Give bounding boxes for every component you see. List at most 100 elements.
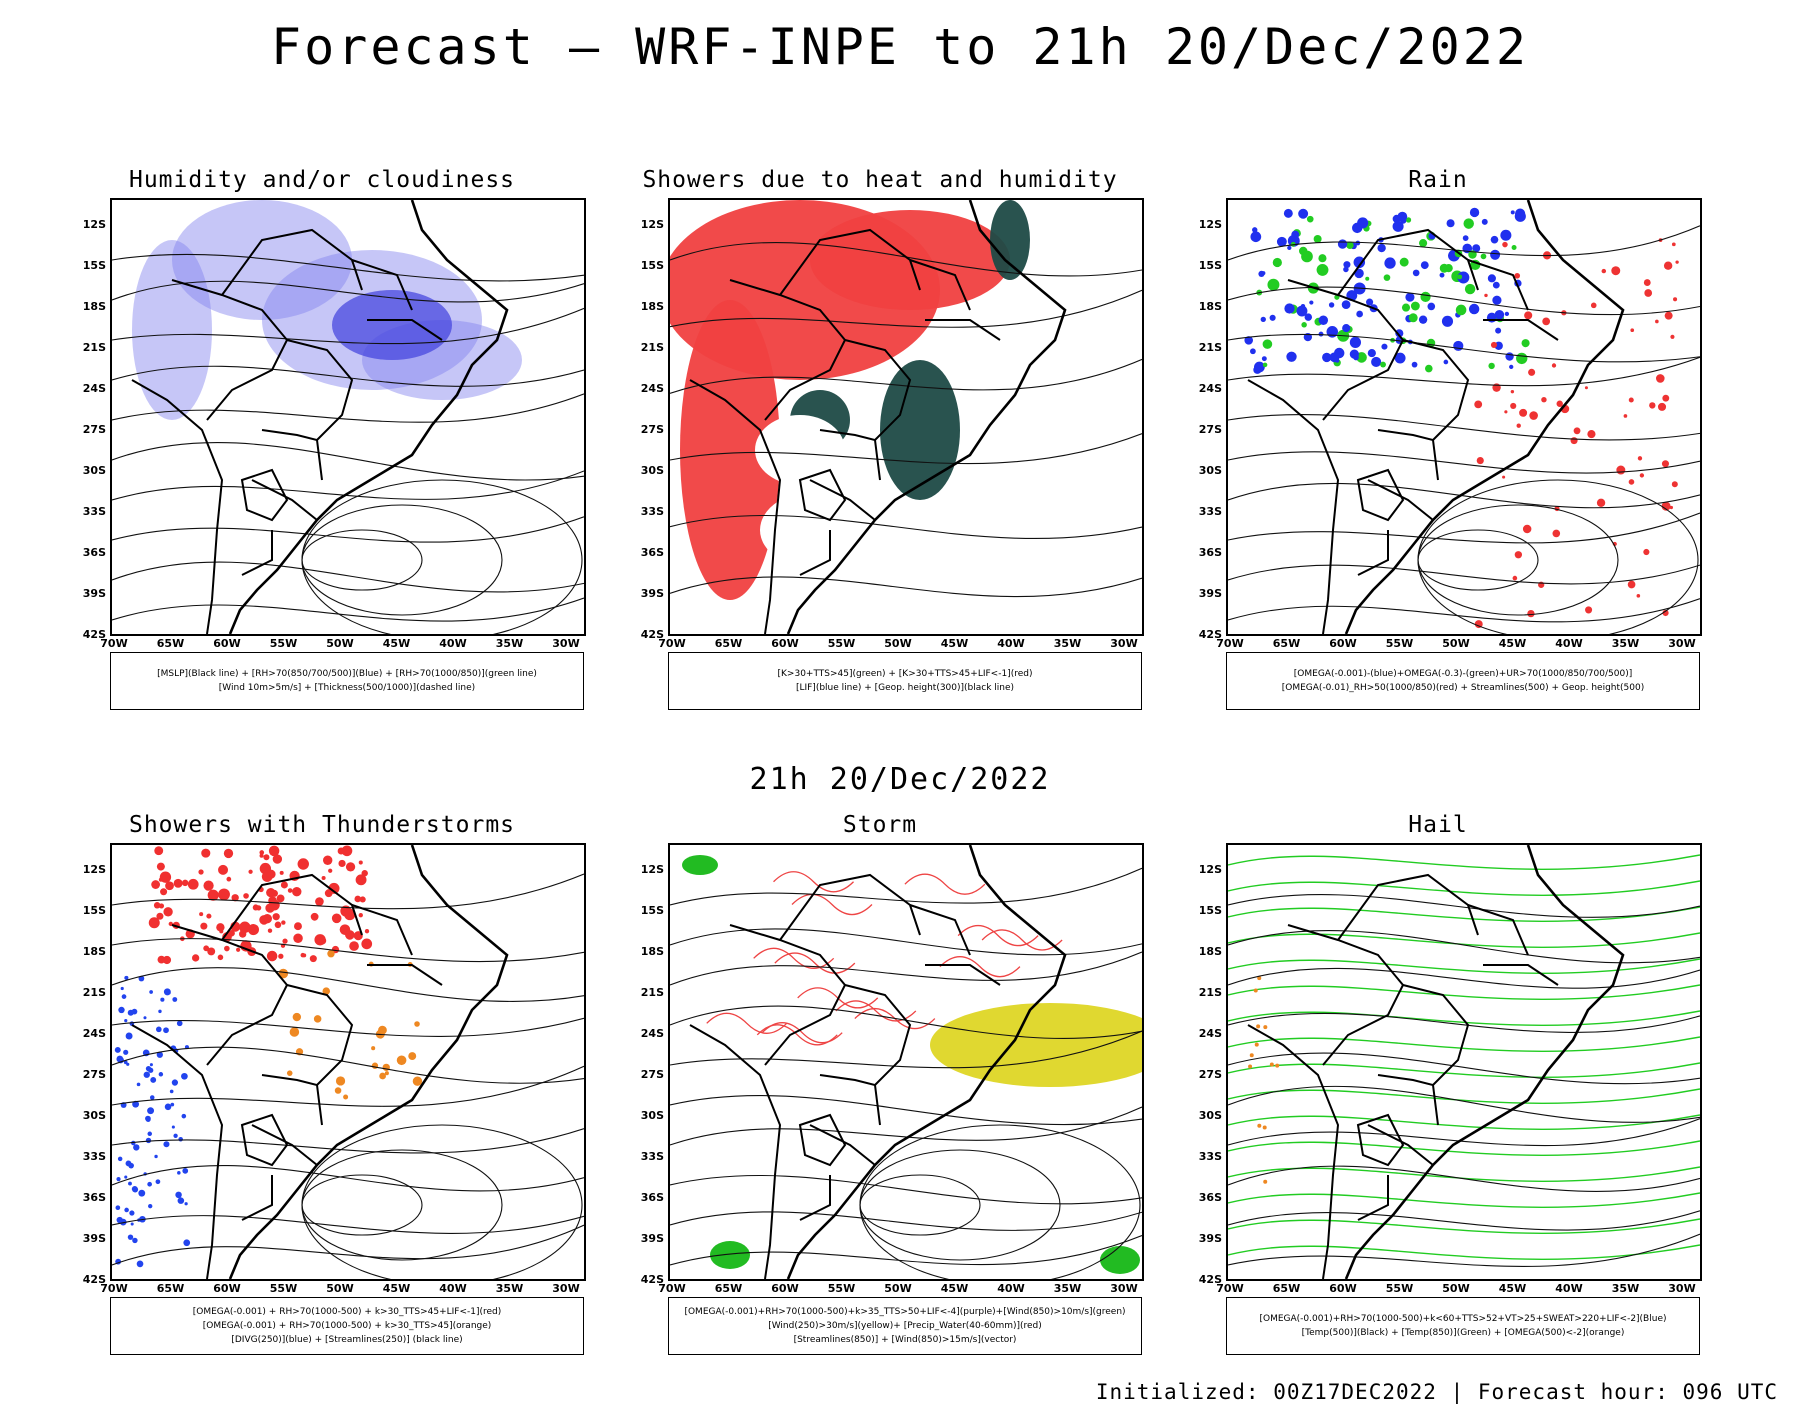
rain-cell: [1357, 217, 1369, 229]
country-border: [1467, 904, 1529, 956]
rain-cell: [1514, 551, 1523, 559]
rain-cell: [1502, 241, 1508, 248]
country-border: [261, 1074, 323, 1126]
lat-tick-label: 36S: [82, 546, 106, 559]
rain-cell: [1365, 276, 1370, 281]
streamline: [112, 1128, 584, 1154]
rain-cell: [1250, 231, 1262, 243]
jet-wind-shading: [930, 1003, 1142, 1087]
lat-tick-label: 24S: [1198, 382, 1222, 395]
isoline-contour: [670, 433, 1142, 465]
panel-legend: [OMEGA(-0.001)-(blue)+OMEGA(-0.3)-(green…: [1226, 652, 1700, 710]
omega-cell: [1262, 1125, 1267, 1130]
streamline: [1417, 504, 1619, 616]
valid-time-title: 21h 20/Dec/2022: [749, 762, 1051, 797]
lon-tick-label: 55W: [1385, 1282, 1414, 1295]
rain-cell: [1272, 257, 1282, 268]
lat-tick-label: 15S: [1198, 904, 1222, 917]
rain-cell: [1296, 305, 1308, 317]
streamline: [112, 1224, 584, 1266]
lat-tick-label: 27S: [82, 423, 106, 436]
lat-tick-label: 21S: [640, 341, 664, 354]
shower-cell: [397, 1056, 403, 1062]
rain-cell: [1627, 580, 1636, 589]
rain-cell: [1261, 271, 1266, 276]
thunderstorm-cell: [268, 845, 280, 857]
streamline: [1228, 1233, 1700, 1267]
rain-cell: [1519, 408, 1528, 417]
coastline: [228, 200, 509, 634]
country-border: [809, 479, 876, 521]
rain-cell: [1487, 274, 1496, 283]
rain-cell: [1462, 235, 1469, 242]
rain-cell: [1346, 241, 1354, 250]
lat-tick-label: 42S: [1198, 1273, 1222, 1286]
country-border: [689, 1024, 782, 1279]
legend-line: [LIF](blue line) + [Geop. height(300)](b…: [795, 683, 1015, 693]
lat-tick-label: 39S: [640, 587, 664, 600]
instability-shading: [680, 300, 780, 600]
divergence-cell: [121, 994, 127, 999]
country-border: [251, 1124, 318, 1166]
legend-line: [OMEGA(-0.001) + RH>70(1000-500) + k>30_…: [192, 1307, 502, 1317]
shower-cell: [414, 1021, 420, 1027]
thunderstorm-cell: [349, 941, 359, 951]
lat-tick-label: 12S: [1198, 218, 1222, 231]
rain-cell: [1655, 319, 1659, 324]
rain-cell: [1313, 234, 1322, 243]
divergence-cell: [129, 1210, 135, 1216]
streamline: [112, 938, 584, 963]
lat-tick-label: 39S: [1198, 1232, 1222, 1245]
country-border: [799, 530, 831, 576]
divergence-cell: [117, 1156, 123, 1162]
rain-cell: [1252, 227, 1258, 233]
rain-cell: [1244, 336, 1253, 345]
rain-cell: [1353, 256, 1366, 269]
shower-cell: [371, 1046, 376, 1051]
thunderstorm-cell: [226, 876, 232, 882]
rain-cell: [1306, 215, 1314, 223]
thunderstorm-cell: [266, 888, 276, 898]
rain-cell: [1673, 297, 1678, 302]
divergence-cell: [147, 1107, 155, 1115]
temp850-contour: [1228, 958, 1700, 974]
country-border: [799, 1175, 831, 1221]
temp850-contour: [1228, 1036, 1700, 1052]
panel-legend: [OMEGA(-0.001) + RH>70(1000-500) + k>30_…: [110, 1297, 584, 1355]
rain-cell: [1420, 261, 1429, 270]
panel-hail: Hail 12S 15S 18S 21S 24S 27S 30S 33S 36S 39S 42S 70W…: [1168, 812, 1708, 1402]
lon-tick-label: 65W: [1272, 1282, 1301, 1295]
divergence-cell: [175, 1191, 182, 1199]
thunderstorm-cell: [207, 889, 219, 901]
omega-cell: [1263, 1025, 1268, 1030]
divergence-cell: [130, 1222, 134, 1226]
omega-cell: [1248, 1064, 1253, 1069]
rain-cell: [1303, 332, 1313, 342]
rain-cell: [1309, 300, 1314, 305]
thunderstorm-cell: [216, 923, 225, 932]
map-frame: [1226, 198, 1702, 636]
precip-water-contour: [756, 1024, 838, 1046]
thunderstorm-cell: [274, 921, 282, 929]
divergence-cell: [124, 975, 129, 980]
streamline: [1228, 413, 1700, 441]
rain-cell: [1510, 402, 1517, 409]
lat-tick-label: 24S: [82, 1027, 106, 1040]
rain-cell: [1509, 364, 1514, 370]
rain-cell: [1262, 362, 1268, 368]
thunderstorm-cell: [278, 953, 284, 959]
weather-map: [112, 845, 584, 1279]
lon-tick-label: 70W: [1216, 1282, 1244, 1295]
country-border: [779, 873, 921, 941]
thunderstorm-cell: [181, 879, 189, 887]
divergence-cell: [124, 1207, 129, 1213]
temp850-contour: [1228, 984, 1700, 1000]
lon-tick-label: 45W: [1498, 637, 1527, 650]
divergence-cell: [181, 1113, 187, 1119]
uruguay-outline: [798, 468, 847, 522]
divergence-cell: [138, 975, 145, 982]
divergence-cell: [147, 1181, 152, 1187]
temp850-contour: [1228, 906, 1700, 922]
rain-cell: [1356, 310, 1363, 318]
divergence-cell: [138, 1189, 146, 1197]
